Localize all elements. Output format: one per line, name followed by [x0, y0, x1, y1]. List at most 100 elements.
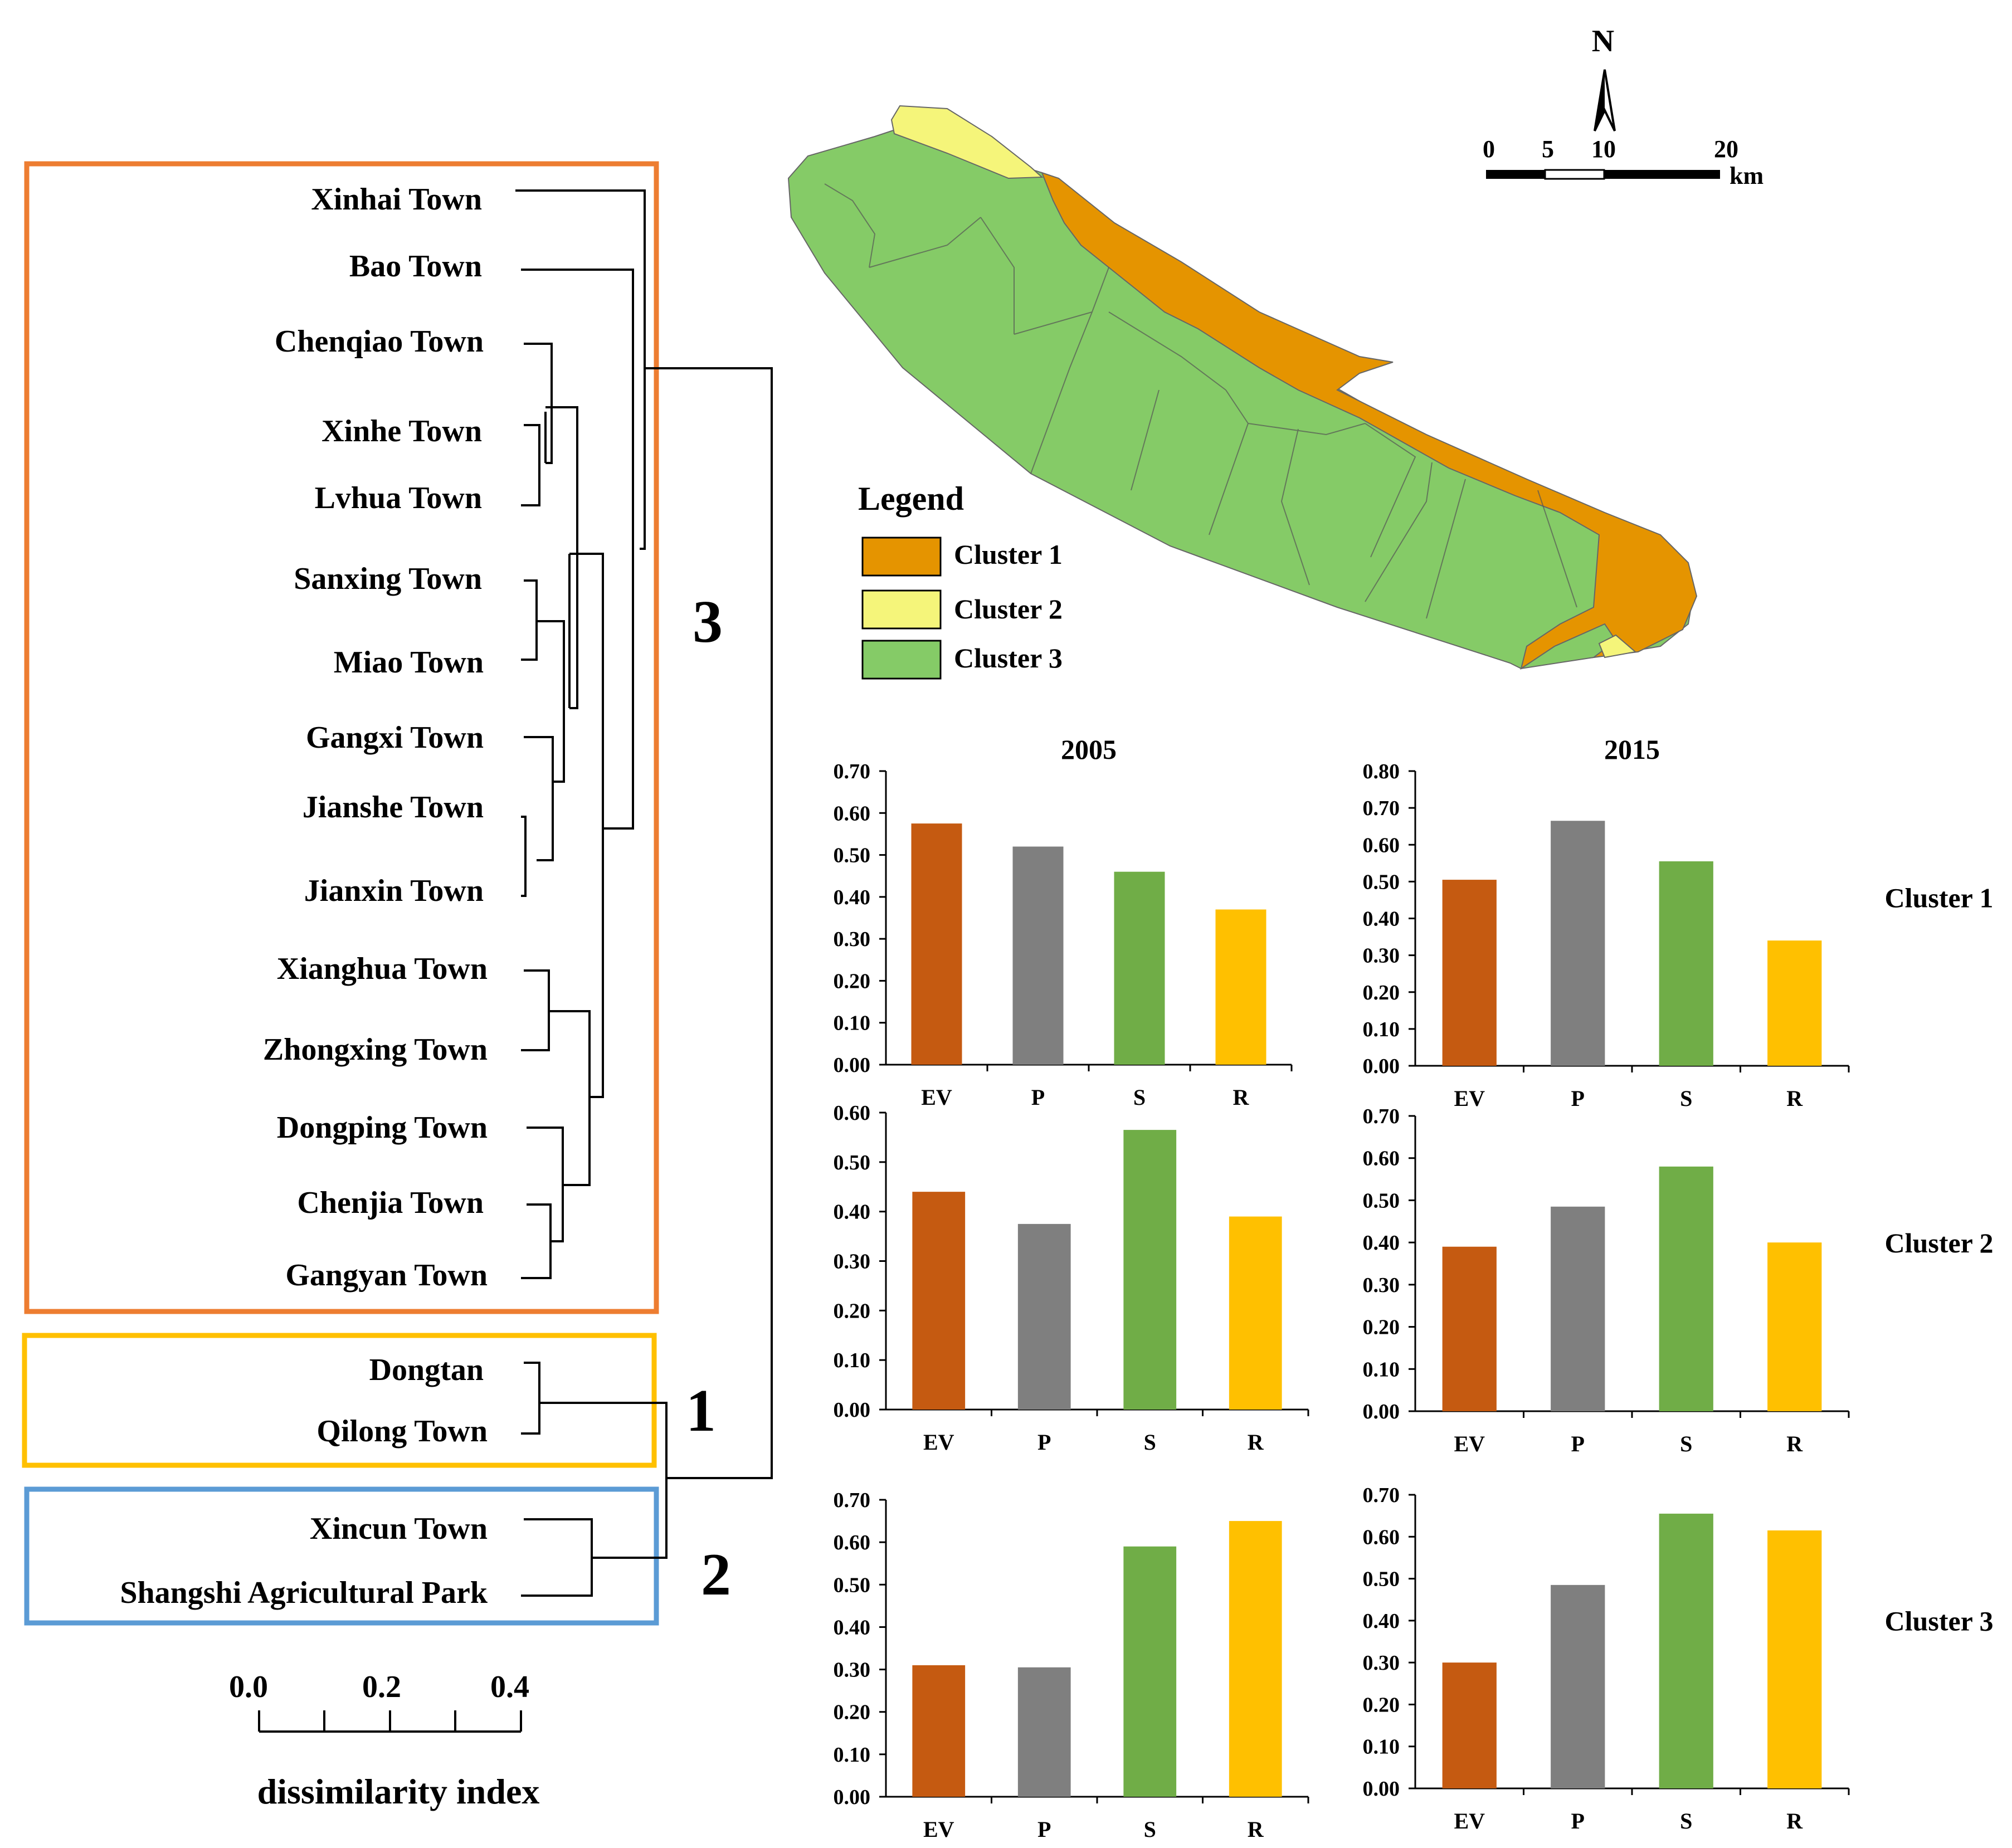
y-tick-label: 0.20 — [1363, 981, 1400, 1005]
x-tick-label: EV — [1454, 1431, 1485, 1456]
bar-r — [1229, 1521, 1282, 1797]
map-region-cluster-1 — [1041, 172, 1698, 670]
town-label: Gangxi Town — [306, 720, 484, 755]
town-label: Bao Town — [349, 249, 482, 284]
town-label: Sanxing Town — [294, 562, 482, 596]
map-scale-tick: 20 — [1714, 135, 1738, 163]
bar-chart-4: 0.00 0.10 0.20 0.30 0.40 0.50 0.60 0.70 EV P S R Clu… — [1363, 1105, 1994, 1456]
y-tick-label: 0.70 — [834, 760, 871, 783]
y-tick-label: 0.20 — [834, 1299, 871, 1323]
town-label: Jianshe Town — [303, 790, 484, 825]
y-tick-label: 0.60 — [1363, 833, 1400, 857]
x-tick-label: S — [1144, 1817, 1156, 1842]
group-label: 1 — [686, 1378, 716, 1444]
x-tick-label: S — [1144, 1430, 1156, 1455]
y-tick-label: 0.60 — [1363, 1525, 1400, 1549]
town-label: Xincun Town — [310, 1511, 488, 1546]
bar-s — [1659, 1166, 1713, 1411]
bar-ev — [1442, 1662, 1497, 1788]
y-tick-label: 0.10 — [1363, 1358, 1400, 1381]
bar-r — [1215, 909, 1266, 1065]
map-region-cluster-2 — [890, 105, 1044, 179]
y-tick-label: 0.00 — [1363, 1055, 1400, 1078]
cluster-row-label: Cluster 2 — [1885, 1227, 1994, 1259]
legend-label: Cluster 2 — [954, 593, 1063, 625]
town-label: Chenjia Town — [297, 1186, 484, 1220]
bar-ev — [912, 1665, 966, 1797]
x-tick-label: S — [1680, 1431, 1692, 1456]
bar-ev — [1442, 880, 1497, 1066]
bar-chart-5: 0.00 0.10 0.20 0.30 0.40 0.50 0.60 0.70 EV P S R — [834, 1489, 1309, 1842]
town-label: Xinhe Town — [321, 414, 482, 448]
x-tick-label: EV — [921, 1085, 952, 1110]
y-tick-label: 0.00 — [1363, 1777, 1400, 1801]
x-tick-label: S — [1680, 1808, 1692, 1834]
y-tick-label: 0.00 — [834, 1054, 871, 1077]
cluster-2-box — [24, 1486, 659, 1626]
x-tick-label: P — [1571, 1086, 1585, 1111]
bar-p — [1551, 821, 1605, 1066]
cluster-1-box — [22, 1333, 657, 1468]
legend-swatch — [861, 537, 942, 577]
legend-label: Cluster 1 — [954, 539, 1063, 570]
x-tick-label: EV — [1454, 1808, 1485, 1834]
town-label: Qilong Town — [316, 1414, 488, 1449]
bar-s — [1123, 1130, 1177, 1410]
y-tick-label: 0.30 — [834, 928, 871, 951]
map-scale-tick: 0 — [1483, 135, 1495, 163]
y-tick-label: 0.50 — [1363, 1568, 1400, 1591]
map-scale-tick: 10 — [1591, 135, 1616, 163]
map-legend: Legend Cluster 1 Cluster 2 Cluster 3 — [858, 480, 1063, 680]
chart-title: 2005 — [1061, 734, 1117, 765]
x-tick-label: R — [1233, 1085, 1250, 1110]
x-tick-label: EV — [1454, 1086, 1485, 1111]
y-tick-label: 0.40 — [1363, 1610, 1400, 1633]
y-tick-label: 0.50 — [834, 1151, 871, 1174]
legend-title: Legend — [858, 480, 964, 517]
group-label: 2 — [701, 1542, 731, 1608]
x-tick-label: P — [1037, 1817, 1051, 1842]
scale-tick-label: 0.2 — [362, 1670, 401, 1704]
town-label: Xinhai Town — [311, 182, 482, 217]
y-tick-label: 0.60 — [834, 1101, 871, 1125]
bar-chart-1: 0.00 0.10 0.20 0.30 0.40 0.50 0.60 0.70 EV P S R 200… — [834, 734, 1293, 1110]
map-panel: N 0 5 10 20 km Legend Cluster 1 Cluster … — [787, 24, 1763, 680]
group-label: 3 — [693, 589, 723, 655]
bar-ev — [912, 1192, 966, 1410]
y-tick-label: 0.30 — [834, 1659, 871, 1682]
scale-tick-label: 0.4 — [490, 1670, 529, 1704]
town-label: Xianghua Town — [277, 952, 488, 986]
cluster-row-label: Cluster 1 — [1885, 882, 1994, 914]
y-tick-label: 0.40 — [834, 1616, 871, 1639]
y-tick-label: 0.30 — [1363, 1274, 1400, 1297]
bar-p — [1551, 1584, 1605, 1788]
x-tick-label: R — [1786, 1086, 1803, 1111]
chart-title: 2015 — [1604, 734, 1660, 765]
y-tick-label: 0.60 — [834, 1531, 871, 1554]
bar-p — [1017, 1667, 1071, 1797]
map-scale-tick: 5 — [1542, 135, 1554, 163]
x-tick-label: R — [1786, 1431, 1803, 1456]
y-tick-label: 0.30 — [1363, 944, 1400, 968]
bar-chart-3: 0.00 0.10 0.20 0.30 0.40 0.50 0.60 EV P S R — [834, 1101, 1309, 1455]
bar-r — [1229, 1216, 1282, 1410]
x-tick-label: P — [1031, 1085, 1045, 1110]
y-tick-label: 0.50 — [1363, 870, 1400, 894]
y-tick-label: 0.20 — [834, 1701, 871, 1724]
town-label: Lvhua Town — [315, 481, 482, 515]
bar-s — [1114, 871, 1165, 1065]
x-tick-label: R — [1248, 1817, 1264, 1842]
bar-ev — [911, 823, 962, 1065]
bar-r — [1767, 940, 1822, 1066]
x-tick-label: R — [1248, 1430, 1264, 1455]
legend-swatch — [861, 589, 942, 630]
bar-s — [1659, 1513, 1713, 1788]
dissimilarity-scale: 0.0 0.2 0.4 dissimilarity index — [229, 1670, 539, 1811]
cluster-3-box — [24, 161, 659, 1314]
y-tick-label: 0.00 — [834, 1786, 871, 1809]
y-tick-label: 0.80 — [1363, 760, 1400, 783]
y-tick-label: 0.00 — [1363, 1400, 1400, 1423]
x-tick-label: P — [1037, 1430, 1051, 1455]
cluster-row-label: Cluster 3 — [1885, 1606, 1994, 1637]
bar-p — [1551, 1206, 1605, 1411]
